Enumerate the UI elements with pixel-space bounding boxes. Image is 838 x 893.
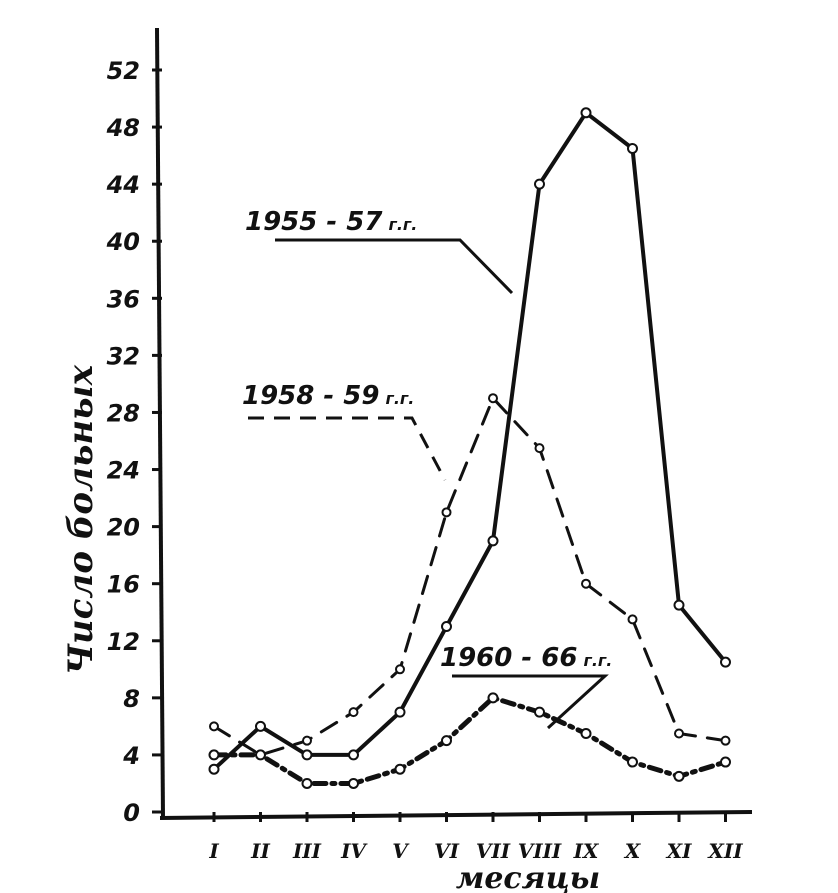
series-label-1: 1955 - 57 г.г. [245, 207, 417, 237]
series-label-3: 1960 - 66 г.г. [440, 643, 612, 673]
data-point [348, 707, 359, 718]
x-tick-label: VI [434, 839, 460, 863]
leader-line [248, 416, 447, 481]
series-label-2: 1958 - 59 г.г. [242, 381, 414, 411]
data-point [581, 578, 591, 589]
y-tick-label: 12 [107, 628, 140, 656]
x-axis-title: месяцы [456, 861, 600, 893]
data-point [208, 763, 220, 775]
y-tick-label: 32 [107, 342, 140, 370]
data-point [580, 107, 592, 119]
y-tick-label: 0 [123, 799, 140, 827]
y-tick-label: 40 [106, 228, 140, 256]
leader-line [452, 674, 609, 730]
y-axis [155, 27, 165, 819]
x-tick-label: IV [340, 839, 368, 863]
series-label-suffix: г.г. [583, 651, 612, 670]
series-3 [208, 692, 731, 789]
series-label-suffix: г.г. [388, 215, 417, 234]
data-point [534, 706, 545, 718]
data-point [580, 728, 592, 740]
data-point [487, 535, 499, 547]
data-point [720, 735, 731, 746]
data-point [255, 749, 266, 761]
data-point [627, 142, 638, 154]
data-point [441, 735, 452, 747]
data-point [720, 656, 731, 668]
series-line [212, 110, 728, 772]
x-tick-label: V [392, 839, 410, 863]
y-tick-label: 24 [107, 457, 140, 485]
series-labels: 1955 - 57 г.г. 1958 - 59 г.г. 1960 - 66 г.г. [242, 207, 612, 673]
data-point [208, 749, 220, 761]
series-line [212, 396, 727, 757]
series-label-suffix: г.г. [385, 389, 414, 408]
data-point [394, 706, 406, 718]
data-point [348, 749, 359, 761]
data-point [627, 614, 638, 625]
x-tick-label: VIII [518, 839, 562, 863]
x-tick-label: X [623, 839, 642, 863]
data-point [395, 664, 405, 675]
series-lines [208, 107, 731, 789]
series-label-main: 1960 - 66 [440, 643, 577, 673]
data-point [394, 763, 406, 775]
data-point [209, 721, 219, 732]
data-point [673, 599, 685, 611]
data-point [627, 756, 638, 768]
x-tick-label: I [208, 839, 219, 863]
data-point [487, 692, 499, 704]
data-point [255, 720, 266, 732]
y-tick-label: 36 [107, 285, 140, 313]
y-tick-label: 28 [107, 399, 140, 427]
y-axis-title: Число больных [61, 364, 101, 675]
data-point [488, 393, 498, 404]
data-point [534, 178, 545, 190]
x-tick-label: IX [573, 839, 600, 863]
x-tick-label: XII [706, 839, 743, 863]
series-label-main: 1958 - 59 [242, 381, 379, 411]
data-point [302, 735, 312, 746]
data-point [534, 443, 545, 454]
x-axis [159, 810, 753, 820]
y-tick-label: 44 [106, 171, 140, 199]
data-point [673, 770, 685, 782]
data-point [301, 749, 313, 761]
data-point [720, 756, 731, 768]
series-label-main: 1955 - 57 [245, 207, 383, 237]
data-point [348, 777, 359, 789]
series-line [211, 695, 728, 786]
leader-line [275, 238, 514, 295]
y-tick-label: 48 [106, 114, 140, 142]
axes [155, 27, 753, 820]
y-tick-label: 20 [107, 514, 140, 542]
x-ticks: I II III IV V VI VII VIII IX X XI XII [208, 812, 743, 863]
y-tick-label: 4 [122, 742, 140, 770]
data-point [674, 728, 684, 739]
series-2 [209, 393, 731, 760]
y-tick-label: 16 [107, 571, 140, 599]
y-tick-label: 52 [107, 57, 140, 85]
series-1 [208, 107, 731, 775]
x-tick-label: VII [476, 839, 511, 863]
x-tick-label: XI [665, 839, 693, 863]
data-point [441, 621, 452, 632]
x-tick-label: II [250, 839, 270, 863]
x-tick-label: III [292, 839, 322, 863]
label-leaders [248, 238, 609, 730]
data-point [441, 507, 452, 518]
y-tick-label: 8 [123, 685, 140, 713]
data-point [301, 777, 313, 789]
